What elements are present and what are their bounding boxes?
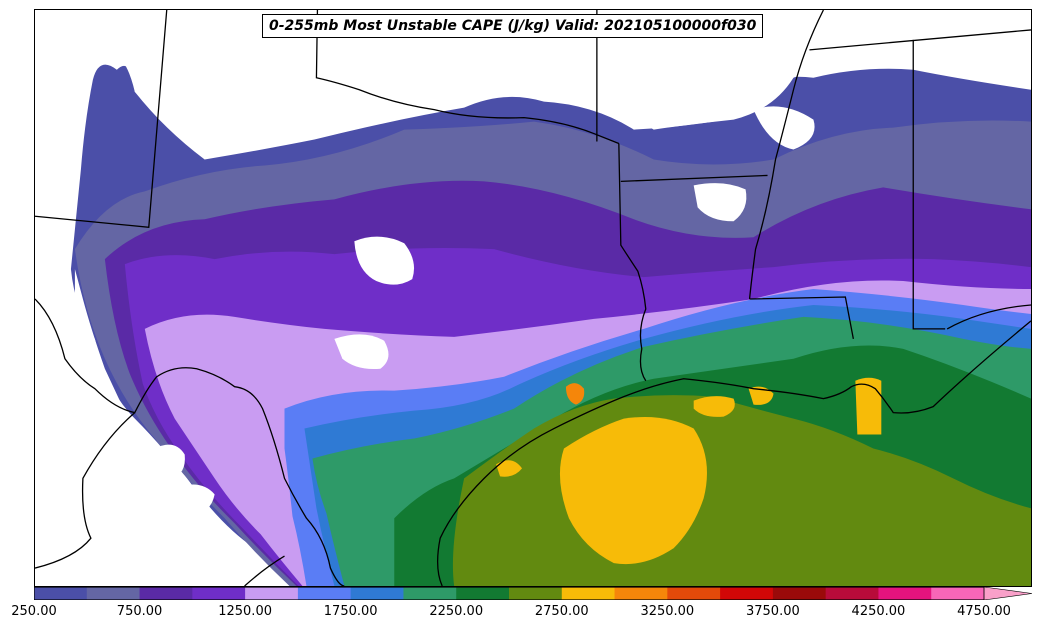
map-panel [34, 9, 1032, 587]
state-border-ms-al [912, 39, 946, 330]
colorbar-extend-arrow [983, 587, 1032, 600]
colorbar-segment [825, 587, 879, 600]
state-border-ar-la [620, 174, 768, 183]
colorbar-segment [139, 587, 193, 600]
colorbar-tick-label: 3250.00 [640, 604, 695, 619]
colorbar-tick-label: 2250.00 [429, 604, 484, 619]
colorbar-segment [245, 587, 299, 600]
colorbar-segment [561, 587, 616, 600]
colorbar-tick-labels: 250.00 750.00 1250.00 1750.00 2250.00 2750.00… [0, 604, 1042, 624]
colorbar-segment [403, 587, 457, 600]
cape-band-2750-b [693, 396, 735, 417]
mexico-state-line-2 [244, 555, 285, 586]
colorbar-segment [720, 587, 774, 600]
colorbar-segment [931, 587, 985, 600]
boundary-lines [35, 10, 1031, 586]
colorbar-tick-label: 3750.00 [745, 604, 800, 619]
cape-band-2750-d [855, 377, 882, 435]
colorbar-border [34, 587, 985, 600]
state-border-tx-la [618, 143, 647, 382]
gulf-coastline [437, 320, 1031, 586]
colorbar-segment [192, 587, 246, 600]
colorbar-tick-label: 1750.00 [323, 604, 378, 619]
colorbar-segment [772, 587, 827, 600]
state-border-al-north [809, 29, 1031, 51]
colorbar-segment [34, 587, 88, 600]
colorbar-segment [86, 587, 141, 600]
mexico-state-line-1 [35, 412, 136, 569]
cape-band-2750-c [748, 386, 774, 405]
colorbar-segment [878, 587, 932, 600]
map-title: 0-255mb Most Unstable CAPE (J/kg) Valid:… [262, 14, 764, 38]
cape-map [35, 10, 1031, 586]
colorbar [34, 587, 1032, 600]
colorbar-segment [667, 587, 721, 600]
colorbar-tick-label: 4750.00 [957, 604, 1011, 619]
colorbar-tick-label: 4250.00 [851, 604, 906, 619]
no-data-layer [35, 10, 1031, 586]
colorbar-tick-label: 2750.00 [534, 604, 589, 619]
state-border-nm-tx-north [35, 10, 168, 228]
state-border-la-ms [749, 296, 854, 339]
colorbar-tick-label: 250.00 [11, 604, 57, 619]
colorbar-segment [614, 587, 668, 600]
fl-panhandle-line [946, 304, 1031, 330]
colorbar-tick-label: 750.00 [116, 604, 163, 619]
state-border-tx-panhandle [315, 10, 620, 145]
cape-band-2750 [559, 416, 707, 565]
state-border-ms-river [748, 10, 824, 300]
cape-band-3000 [565, 383, 585, 405]
colorbar-segment [456, 587, 510, 600]
colorbar-tick-label: 1250.00 [218, 604, 272, 619]
colorbar-segment [509, 587, 563, 600]
cape-band-2750-e [496, 460, 523, 477]
state-border-tx-mexico [35, 298, 345, 586]
colorbar-segment [297, 587, 352, 600]
colorbar-segment [350, 587, 404, 600]
